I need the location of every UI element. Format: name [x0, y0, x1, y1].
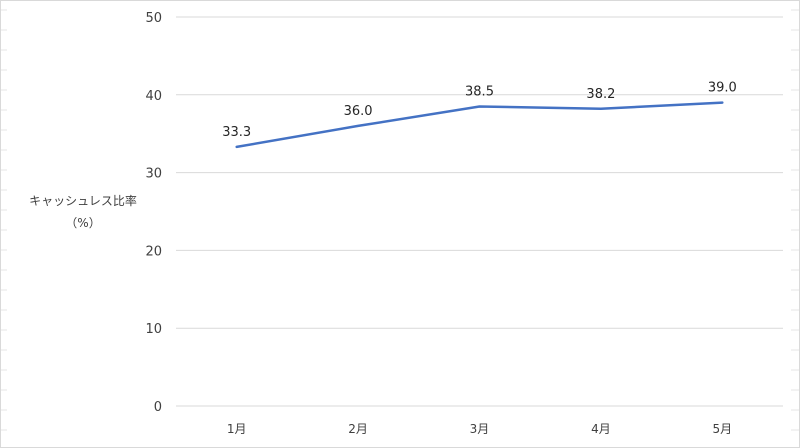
y-tick-label: 50 [145, 11, 162, 26]
data-label: 36.0 [344, 104, 373, 119]
y-axis-title-line2: （%） [65, 216, 101, 230]
data-label: 39.0 [708, 81, 737, 96]
data-label: 38.5 [465, 84, 494, 99]
data-label: 33.3 [222, 125, 251, 140]
y-axis-title-line1: キャッシュレス比率 [29, 194, 137, 208]
x-tick-label: 3月 [470, 422, 490, 436]
y-tick-label: 10 [145, 322, 162, 337]
y-tick-label: 0 [154, 400, 162, 415]
x-tick-label: 1月 [227, 422, 247, 436]
y-tick-label: 40 [145, 89, 162, 104]
x-tick-label: 5月 [712, 422, 732, 436]
x-tick-label: 2月 [348, 422, 368, 436]
y-tick-label: 20 [145, 244, 162, 259]
x-tick-label: 4月 [591, 422, 611, 436]
series-line [235, 101, 724, 149]
y-axis-title: キャッシュレス比率 （%） [9, 190, 157, 234]
data-label: 38.2 [586, 87, 615, 102]
y-tick-label: 30 [145, 167, 162, 182]
